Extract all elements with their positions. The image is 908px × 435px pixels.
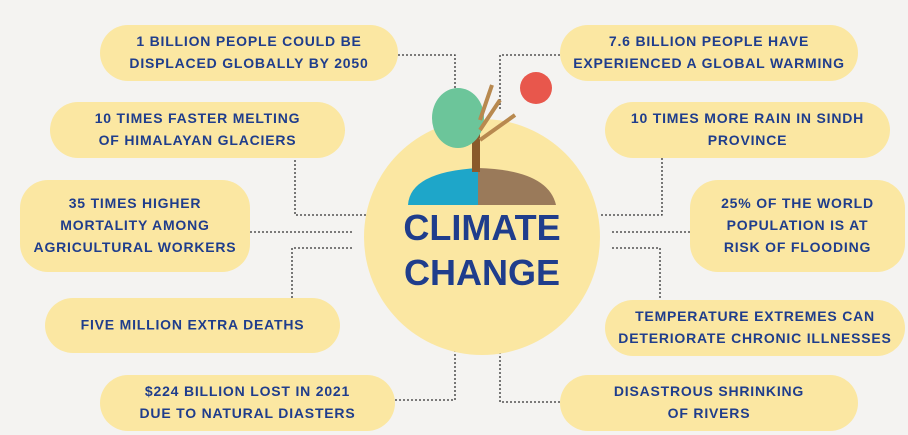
pill-line: TEMPERATURE EXTREMES CAN bbox=[635, 308, 875, 324]
pill-line: DETERIORATE CHRONIC ILLNESSES bbox=[618, 330, 891, 346]
pill-line: 10 TIMES FASTER MELTING bbox=[95, 110, 301, 126]
infographic: CLIMATE CHANGE 1 BILLION PEOPLE COULD BE… bbox=[0, 0, 908, 435]
fact-pill: 35 TIMES HIGHER MORTALITY AMONG AGRICULTUR… bbox=[20, 180, 250, 272]
pill-line: AGRICULTURAL WORKERS bbox=[34, 239, 237, 255]
pill-line: DISASTROUS SHRINKING bbox=[614, 383, 804, 399]
pill-line: 1 BILLION PEOPLE COULD BE bbox=[136, 33, 361, 49]
pill-line: POPULATION IS AT bbox=[727, 217, 869, 233]
pill-text: 25% OF THE WORLD POPULATION IS AT RISK OF … bbox=[721, 195, 874, 255]
title: CHANGE bbox=[404, 252, 560, 293]
canvas: CLIMATE CHANGE 1 BILLION PEOPLE COULD BE… bbox=[0, 0, 908, 435]
pill-line: 7.6 BILLION PEOPLE HAVE bbox=[609, 33, 809, 49]
pill-line: DISPLACED GLOBALLY BY 2050 bbox=[129, 55, 368, 71]
fact-pill: FIVE MILLION EXTRA DEATHS bbox=[45, 298, 340, 353]
pill-line: PROVINCE bbox=[708, 132, 788, 148]
pill-text: FIVE MILLION EXTRA DEATHS bbox=[81, 316, 305, 332]
sun bbox=[520, 72, 552, 104]
fact-pill: DISASTROUS SHRINKING OF RIVERS bbox=[560, 375, 858, 431]
pill-line: 35 TIMES HIGHER bbox=[69, 195, 202, 211]
title-line: CLIMATE bbox=[403, 207, 560, 248]
title-line: CHANGE bbox=[404, 252, 560, 293]
fact-pill: $224 BILLION LOST IN 2021 DUE TO NATURAL … bbox=[100, 375, 395, 431]
fact-pill: 10 TIMES MORE RAIN IN SINDH PROVINCE bbox=[605, 102, 890, 158]
fact-pill: 7.6 BILLION PEOPLE HAVE EXPERIENCED A GLO… bbox=[560, 25, 858, 81]
pill-line: OF RIVERS bbox=[668, 405, 751, 421]
pill-line: OF HIMALAYAN GLACIERS bbox=[99, 132, 297, 148]
title: CLIMATE bbox=[403, 207, 560, 248]
fact-pill: 10 TIMES FASTER MELTING OF HIMALAYAN GLAC… bbox=[50, 102, 345, 158]
pill-line: DUE TO NATURAL DIASTERS bbox=[140, 405, 356, 421]
fact-pill: 25% OF THE WORLD POPULATION IS AT RISK OF … bbox=[690, 180, 905, 272]
pill-line: MORTALITY AMONG bbox=[60, 217, 209, 233]
pill-line: $224 BILLION LOST IN 2021 bbox=[145, 383, 350, 399]
fact-pill: 1 BILLION PEOPLE COULD BE DISPLACED GLOBA… bbox=[100, 25, 398, 81]
pill-line: EXPERIENCED A GLOBAL WARMING bbox=[573, 55, 845, 71]
pill-line: 25% OF THE WORLD bbox=[721, 195, 874, 211]
pill-line: 10 TIMES MORE RAIN IN SINDH bbox=[631, 110, 864, 126]
pill-line: FIVE MILLION EXTRA DEATHS bbox=[81, 316, 305, 332]
fact-pill: TEMPERATURE EXTREMES CAN DETERIORATE CHRO… bbox=[605, 300, 905, 356]
leaves bbox=[432, 88, 484, 148]
pill-line: RISK OF FLOODING bbox=[724, 239, 871, 255]
